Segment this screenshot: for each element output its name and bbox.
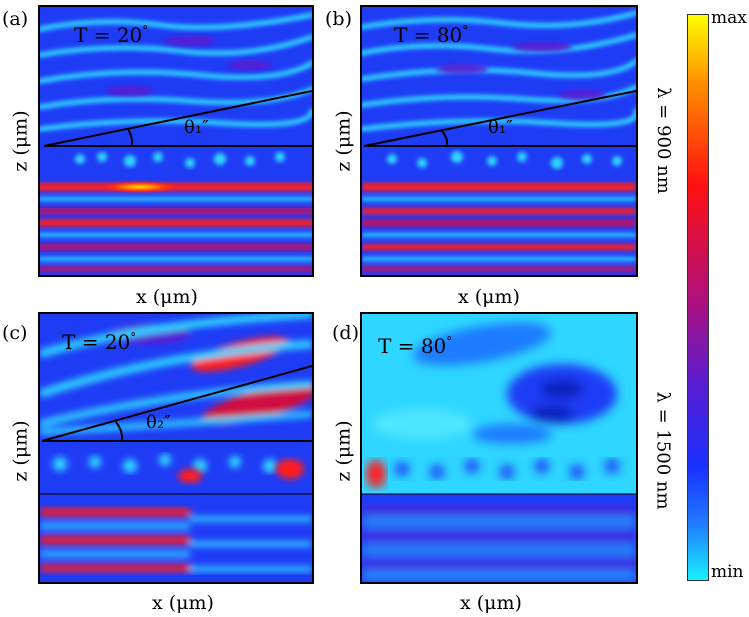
panel-label-b: (b): [325, 8, 352, 30]
field-map-a-image: [40, 7, 312, 275]
wavelength-label-900: λ = 900 nm: [652, 87, 674, 194]
field-map-d-image: [362, 314, 636, 582]
z-axis-label-d: z (μm): [332, 420, 355, 482]
field-map-b-image: [362, 7, 636, 275]
panel-label-d: (d): [332, 322, 359, 344]
temperature-label-b: T = 80°: [394, 23, 469, 47]
x-axis-label-c: x (μm): [152, 592, 214, 614]
temperature-label-a: T = 20°: [74, 23, 149, 47]
angle-label-a: θ₁″: [184, 117, 209, 138]
panel-label-c: (c): [2, 322, 28, 344]
x-axis-label-a: x (μm): [136, 286, 198, 308]
x-axis-label-d: x (μm): [460, 592, 522, 614]
angle-label-c: θ₂″: [146, 412, 171, 433]
colorbar-max-label: max: [711, 8, 747, 28]
field-map-a: T = 20° θ₁″: [38, 5, 314, 277]
panel-label-a: (a): [2, 8, 29, 30]
x-axis-label-b: x (μm): [458, 286, 520, 308]
colorbar-min-label: min: [711, 562, 744, 582]
field-map-c: T = 20° θ₂″: [38, 312, 314, 584]
wavelength-label-1500: λ = 1500 nm: [652, 391, 674, 510]
field-map-c-image: [40, 314, 312, 582]
angle-label-b: θ₁″: [488, 117, 513, 138]
field-map-b: T = 80° θ₁″: [360, 5, 638, 277]
colorbar: [687, 14, 709, 581]
z-axis-label-c: z (μm): [9, 420, 32, 482]
temperature-label-d: T = 80°: [378, 334, 453, 358]
temperature-label-c: T = 20°: [62, 330, 137, 354]
z-axis-label-b: z (μm): [332, 110, 355, 172]
field-map-d: T = 80°: [360, 312, 638, 584]
z-axis-label-a: z (μm): [9, 110, 32, 172]
